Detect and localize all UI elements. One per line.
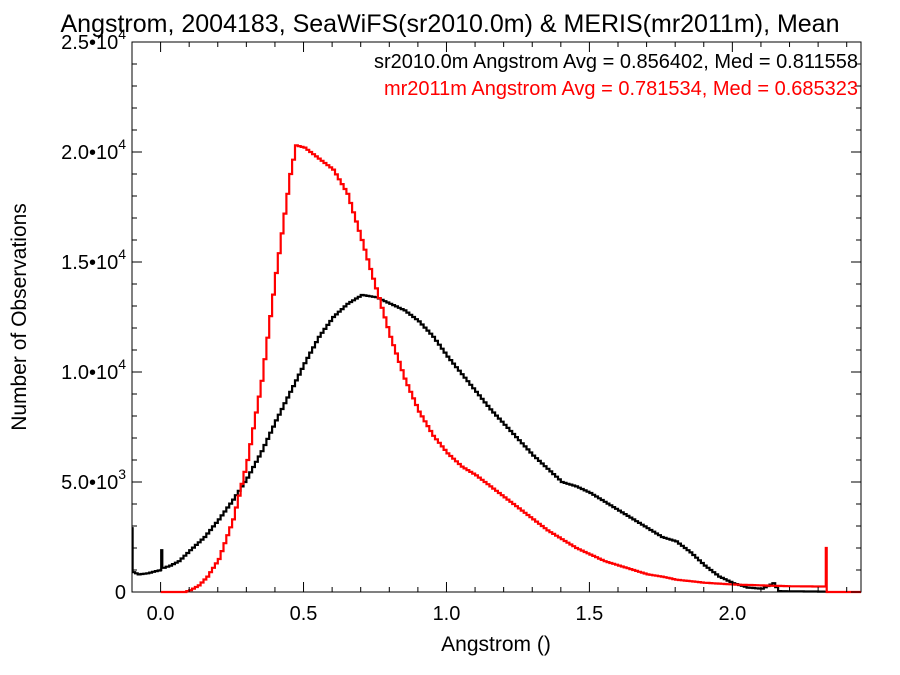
y-axis-label: Number of Observations (8, 203, 31, 431)
x-axis-label: Angstrom () (441, 633, 551, 656)
legend-entry-mr2011: mr2011m Angstrom Avg = 0.781534, Med = 0… (384, 78, 858, 100)
y-tick-label: 0 (115, 582, 126, 604)
x-tick-label: 0.5 (290, 603, 318, 625)
y-axis: 0 5.0•103 1.0•104 1.5•104 2.0•104 2.5•104 (61, 26, 861, 604)
y-tick-label: 1.0•104 (61, 356, 126, 384)
chart-title: Angstrom, 2004183, SeaWiFS(sr2010.0m) & … (61, 10, 840, 38)
y-tick-label: 1.5•104 (61, 246, 126, 274)
x-axis: 0.0 0.5 1.0 1.5 2.0 (131, 42, 848, 625)
series-line-mr2011m (160, 144, 861, 594)
y-tick-label: 2.0•104 (61, 136, 126, 164)
plot-area (131, 144, 861, 594)
y-tick-label: 5.0•103 (61, 466, 126, 494)
x-tick-label: 1.5 (576, 603, 604, 625)
legend-entry-sr2010: sr2010.0m Angstrom Avg = 0.856402, Med =… (374, 51, 858, 73)
x-tick-label: 2.0 (718, 603, 746, 625)
x-tick-label: 1.0 (433, 603, 461, 625)
plot-frame (131, 41, 862, 593)
x-tick-label: 0.0 (147, 603, 175, 625)
y-tick-label: 2.5•104 (61, 26, 126, 54)
series-line-sr2010.0m (131, 293, 828, 593)
